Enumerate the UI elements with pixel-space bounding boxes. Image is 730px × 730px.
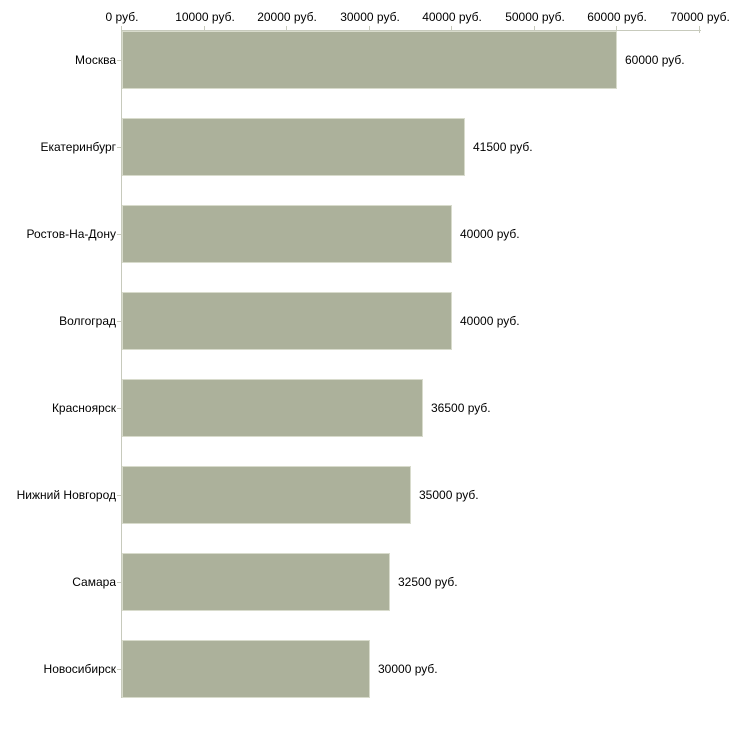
bar-4 xyxy=(122,292,452,350)
category-label: Красноярск xyxy=(51,401,116,415)
category-label: Волгоград xyxy=(59,314,116,328)
y-axis-tick xyxy=(117,321,121,322)
x-axis-tick-label: 70000 руб. xyxy=(670,10,730,24)
y-axis-line xyxy=(121,30,122,698)
x-axis-tick-label: 30000 руб. xyxy=(340,10,400,24)
value-label: 36500 руб. xyxy=(431,401,491,415)
value-label: 35000 руб. xyxy=(419,488,479,502)
x-axis-tick-label: 10000 руб. xyxy=(175,10,235,24)
bar-7 xyxy=(122,553,390,611)
x-axis-tick xyxy=(369,26,370,33)
x-axis-tick xyxy=(286,26,287,33)
y-axis-tick xyxy=(117,234,121,235)
x-axis-tick xyxy=(451,26,452,33)
value-label: 30000 руб. xyxy=(378,662,438,676)
x-axis-tick-label: 20000 руб. xyxy=(257,10,317,24)
category-label: Самара xyxy=(72,575,116,589)
value-label: 60000 руб. xyxy=(625,53,685,67)
y-axis-tick xyxy=(117,60,121,61)
value-label: 32500 руб. xyxy=(398,575,458,589)
category-label: Нижний Новгород xyxy=(16,488,116,502)
x-axis-tick-label: 50000 руб. xyxy=(505,10,565,24)
x-axis-tick xyxy=(616,26,617,33)
bar-8 xyxy=(122,640,370,698)
y-axis-tick xyxy=(117,582,121,583)
bar-6 xyxy=(122,466,411,524)
x-axis-tick-label: 0 руб. xyxy=(105,10,139,24)
bar-5 xyxy=(122,379,423,437)
value-label: 40000 руб. xyxy=(460,314,520,328)
bar-3 xyxy=(122,205,452,263)
x-axis-tick xyxy=(534,26,535,33)
bar-2 xyxy=(122,118,465,176)
x-axis-tick xyxy=(121,26,122,33)
y-axis-tick xyxy=(117,147,121,148)
category-label: Ростов-На-Дону xyxy=(26,227,116,241)
x-axis-tick-label: 60000 руб. xyxy=(587,10,647,24)
y-axis-tick xyxy=(117,669,121,670)
y-axis-tick xyxy=(117,408,121,409)
y-axis-tick xyxy=(117,495,121,496)
x-axis-tick xyxy=(204,26,205,33)
category-label: Екатеринбург xyxy=(40,140,117,154)
x-axis-tick xyxy=(699,26,700,33)
bar-1 xyxy=(122,31,617,89)
category-label: Новосибирск xyxy=(43,662,116,676)
x-axis-tick-label: 40000 руб. xyxy=(422,10,482,24)
x-axis-line xyxy=(121,30,701,31)
category-label: Москва xyxy=(75,53,116,67)
value-label: 41500 руб. xyxy=(473,140,533,154)
value-label: 40000 руб. xyxy=(460,227,520,241)
